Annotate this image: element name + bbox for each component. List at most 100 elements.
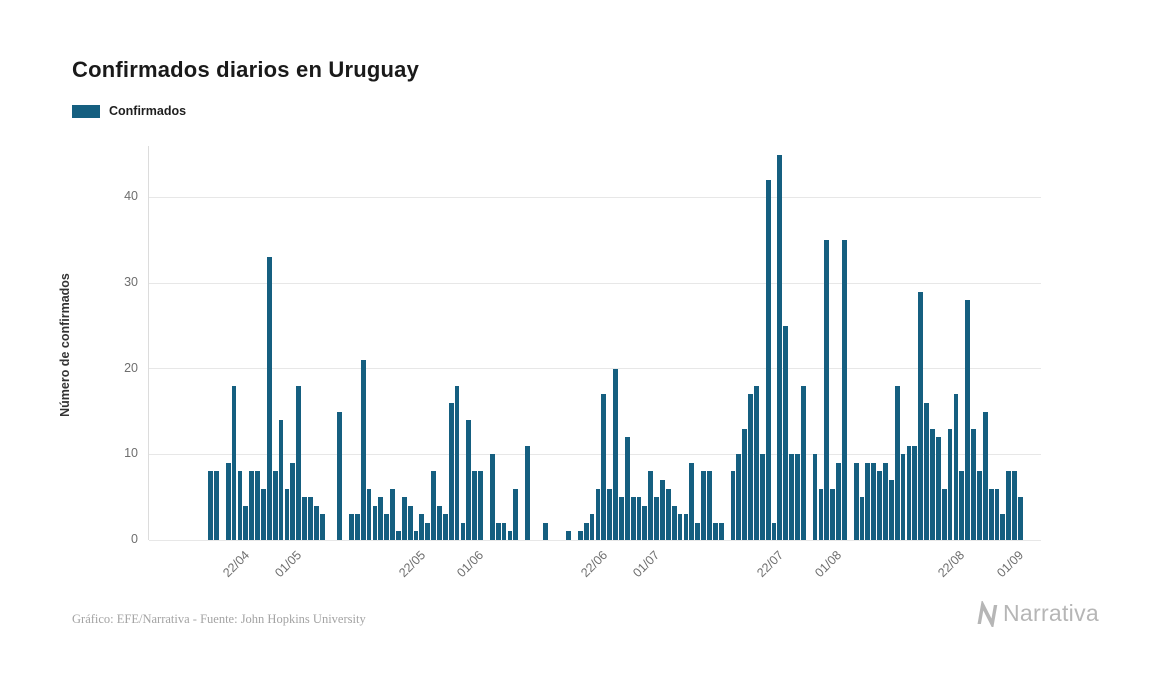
bar[interactable] [525, 445, 530, 540]
bar[interactable] [319, 514, 325, 540]
bar[interactable] [396, 531, 401, 540]
bar[interactable] [771, 522, 777, 540]
bar[interactable] [959, 471, 965, 540]
bar[interactable] [249, 471, 255, 540]
bar[interactable] [648, 471, 654, 540]
bar[interactable] [941, 488, 947, 540]
bar[interactable] [689, 462, 695, 540]
bar[interactable] [759, 454, 765, 540]
bar[interactable] [454, 385, 460, 540]
bar[interactable] [883, 462, 888, 540]
bar[interactable] [912, 445, 918, 540]
bar[interactable] [859, 497, 865, 540]
bar[interactable] [296, 385, 302, 540]
bar[interactable] [965, 300, 971, 540]
bar[interactable] [630, 497, 636, 540]
bar[interactable] [437, 505, 442, 540]
bar[interactable] [337, 411, 343, 540]
legend-item-confirmados[interactable]: Confirmados [72, 104, 186, 118]
bar[interactable] [419, 514, 425, 540]
bar[interactable] [231, 385, 237, 540]
bar[interactable] [413, 531, 419, 540]
bar[interactable] [742, 428, 748, 540]
bar[interactable] [660, 480, 665, 540]
bar[interactable] [953, 394, 959, 540]
bar[interactable] [360, 360, 366, 540]
bar[interactable] [695, 522, 701, 540]
bar[interactable] [636, 497, 642, 540]
bar[interactable] [1012, 471, 1017, 540]
bar[interactable] [466, 420, 472, 540]
bar[interactable] [918, 291, 924, 540]
bar[interactable] [513, 488, 519, 540]
bar[interactable] [307, 497, 313, 540]
bar[interactable] [777, 154, 783, 540]
bar[interactable] [313, 505, 319, 540]
bar[interactable] [366, 488, 372, 540]
bar[interactable] [836, 462, 841, 540]
bar[interactable] [401, 497, 407, 540]
bar[interactable] [507, 531, 513, 540]
bar[interactable] [542, 522, 548, 540]
bar[interactable] [237, 471, 243, 540]
bar[interactable] [372, 505, 378, 540]
bar[interactable] [712, 522, 718, 540]
bar[interactable] [800, 385, 806, 540]
bar[interactable] [589, 514, 595, 540]
bar[interactable] [583, 522, 589, 540]
bar[interactable] [255, 471, 260, 540]
bar[interactable] [988, 488, 994, 540]
bar[interactable] [894, 385, 900, 540]
bar[interactable] [431, 471, 436, 540]
bar[interactable] [501, 522, 507, 540]
bar[interactable] [1018, 497, 1023, 540]
bar[interactable] [789, 454, 794, 540]
bar[interactable] [765, 180, 771, 540]
bar[interactable] [736, 454, 742, 540]
bar[interactable] [748, 394, 753, 540]
bar[interactable] [947, 428, 953, 540]
bar[interactable] [783, 325, 789, 540]
bar[interactable] [753, 385, 759, 540]
bar[interactable] [243, 505, 249, 540]
bar[interactable] [924, 402, 929, 540]
bar[interactable] [900, 454, 906, 540]
bar[interactable] [266, 257, 272, 540]
bar[interactable] [871, 462, 877, 540]
bar[interactable] [566, 531, 571, 540]
bar[interactable] [495, 522, 501, 540]
bar[interactable] [935, 437, 941, 540]
bar[interactable] [654, 497, 659, 540]
bar[interactable] [830, 488, 836, 540]
bar[interactable] [842, 240, 847, 540]
bar[interactable] [214, 471, 219, 540]
bar[interactable] [795, 454, 800, 540]
bar[interactable] [619, 497, 624, 540]
bar[interactable] [812, 454, 818, 540]
bar[interactable] [601, 394, 607, 540]
bar[interactable] [671, 505, 677, 540]
bar[interactable] [718, 522, 724, 540]
bar[interactable] [272, 471, 278, 540]
bar[interactable] [489, 454, 495, 540]
bar[interactable] [624, 437, 630, 540]
bar[interactable] [930, 428, 935, 540]
bar[interactable] [824, 240, 830, 540]
bar[interactable] [261, 488, 266, 540]
bar[interactable] [208, 471, 213, 540]
bar[interactable] [278, 420, 284, 540]
bar[interactable] [302, 497, 307, 540]
bar[interactable] [642, 505, 648, 540]
bar[interactable] [976, 471, 982, 540]
bar[interactable] [407, 505, 413, 540]
bar[interactable] [384, 514, 390, 540]
bar[interactable] [971, 428, 976, 540]
bar[interactable] [613, 368, 618, 540]
bar[interactable] [425, 522, 431, 540]
bar[interactable] [683, 514, 689, 540]
bar[interactable] [354, 514, 360, 540]
bar[interactable] [478, 471, 483, 540]
bar[interactable] [595, 488, 601, 540]
bar[interactable] [290, 462, 296, 540]
bar[interactable] [607, 488, 613, 540]
